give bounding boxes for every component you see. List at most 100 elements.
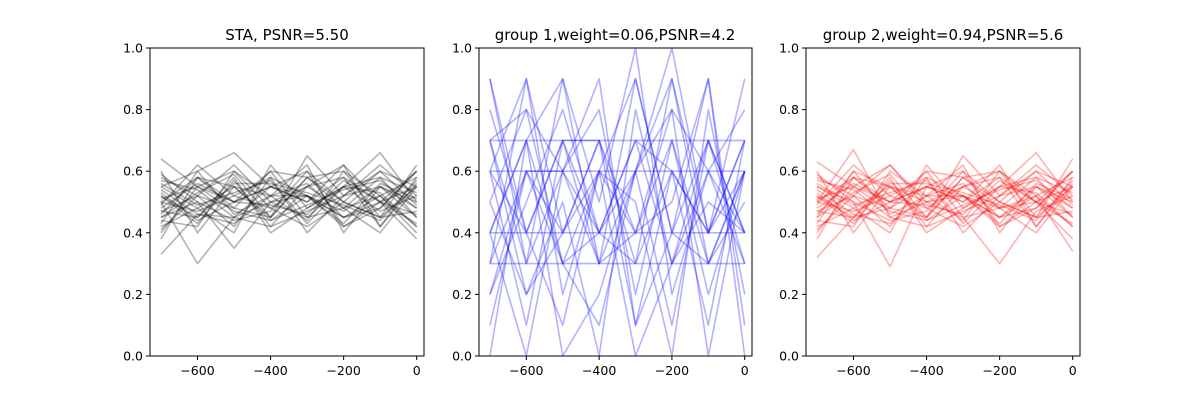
- series-line: [816, 176, 1074, 240]
- y-tick-label: 0.4: [123, 225, 143, 240]
- series-line: [816, 179, 1074, 222]
- series-line: [816, 164, 1074, 234]
- series-line: [816, 173, 1074, 219]
- series-line: [160, 164, 418, 234]
- series-line: [160, 170, 418, 228]
- plot-area: 0.0 0.2 0.4 0.6 0.8 1.0 −600 −400 −200 0: [123, 41, 425, 378]
- series-line: [489, 47, 746, 327]
- series-line: [816, 158, 1074, 228]
- y-tick-label: 0.2: [779, 287, 799, 302]
- series-line: [160, 164, 418, 231]
- series-line: [816, 170, 1074, 268]
- series-line: [489, 139, 746, 265]
- series-line: [160, 179, 418, 222]
- series-line: [160, 170, 418, 228]
- series-line: [489, 139, 746, 265]
- series-line: [816, 182, 1074, 225]
- series-line: [489, 78, 746, 357]
- series-line: [816, 148, 1074, 219]
- series-line: [160, 164, 418, 234]
- series-line: [816, 170, 1074, 228]
- series-line: [816, 179, 1074, 228]
- series-line: [816, 164, 1074, 231]
- y-tick-label: 0.8: [779, 102, 799, 117]
- series-line: [816, 170, 1074, 228]
- series-line: [160, 164, 418, 228]
- y-tick-label: 0.6: [123, 164, 143, 179]
- series-line: [816, 170, 1074, 252]
- y-tick-label: 0.6: [452, 164, 472, 179]
- series-line: [489, 78, 746, 357]
- x-tick-label: −400: [582, 363, 616, 378]
- series-line: [160, 164, 418, 234]
- series-line: [160, 176, 418, 240]
- series-line: [489, 108, 746, 327]
- series-line: [816, 151, 1074, 234]
- series-line: [489, 139, 746, 327]
- series-line: [160, 170, 418, 225]
- plot-area: 0.0 0.2 0.4 0.6 0.8 1.0 −600 −400 −200 0: [779, 41, 1081, 378]
- series-line: [160, 170, 418, 234]
- y-tick-label: 0.2: [123, 287, 143, 302]
- y-tick-label: 0.4: [452, 225, 472, 240]
- x-tick-label: 0: [741, 363, 749, 378]
- series-line: [160, 179, 418, 228]
- axes-frame: [805, 47, 1081, 357]
- series-line: [160, 164, 418, 234]
- series-line: [160, 155, 418, 228]
- series-line: [816, 176, 1074, 228]
- series-line: [160, 176, 417, 216]
- chart-panel-group-1: group 1,weight=0.06,PSNR=4.2 0.00.20.40.…: [452, 26, 753, 378]
- y-tick-label: 1.0: [779, 41, 799, 56]
- series-line: [160, 182, 418, 225]
- chart-title: STA, PSNR=5.50: [225, 26, 349, 44]
- y-tick-label: 0.8: [123, 102, 143, 117]
- series-line: [160, 170, 418, 219]
- x-tick-label: −200: [326, 363, 360, 378]
- series-line: [816, 164, 1074, 234]
- series-line: [160, 185, 418, 265]
- chart-panel-group-2: group 2,weight=0.94,PSNR=5.6 0.0 0.2 0.4 0.…: [779, 26, 1081, 378]
- x-tick-label: −400: [909, 363, 943, 378]
- y-tick-label: 0.6: [779, 164, 799, 179]
- x-tick-label: −600: [836, 363, 870, 378]
- x-tick-label: −600: [180, 363, 214, 378]
- series-line: [160, 151, 418, 203]
- y-tick-label: 0.0: [779, 349, 799, 364]
- series-line: [489, 47, 746, 296]
- series-line: [489, 78, 746, 357]
- series-line: [489, 78, 746, 327]
- chart-title: group 2,weight=0.94,PSNR=5.6: [823, 26, 1064, 44]
- series-line: [816, 170, 1074, 225]
- series-line: [816, 179, 1074, 222]
- x-tick-label: 0: [413, 363, 421, 378]
- x-tick-label: −400: [253, 363, 287, 378]
- series-line: [816, 164, 1074, 234]
- series-line: [489, 139, 746, 295]
- series-line: [816, 170, 1074, 228]
- y-tick-label: 0.4: [779, 225, 799, 240]
- y-tick-label: 0.0: [452, 349, 472, 364]
- series-line: [160, 185, 418, 255]
- series-line: [816, 185, 1074, 258]
- axes-frame: [478, 47, 753, 357]
- series-line: [816, 164, 1074, 234]
- chart-title: group 1,weight=0.06,PSNR=4.2: [495, 26, 736, 44]
- chart-panel-sta: STA, PSNR=5.50 0.0 0.2 0.4 0.6 0.8 1.0 −600 −40…: [123, 26, 425, 378]
- series-line: [489, 78, 746, 265]
- x-tick-label: −200: [655, 363, 689, 378]
- series-line: [489, 108, 746, 357]
- series-line: [489, 78, 746, 357]
- series-line: [160, 176, 418, 228]
- series-line: [160, 158, 418, 209]
- y-tick-label: 1.0: [123, 41, 143, 56]
- series-line: [816, 170, 1074, 228]
- series-line: [816, 170, 1074, 265]
- plot-area: 0.0 0.2 0.4 0.6 0.8 1.0 −600 −400 −200 0: [452, 41, 753, 378]
- series-line: [816, 176, 1074, 222]
- series-line: [160, 176, 418, 240]
- series-line: [160, 170, 417, 222]
- series-line: [816, 176, 1074, 240]
